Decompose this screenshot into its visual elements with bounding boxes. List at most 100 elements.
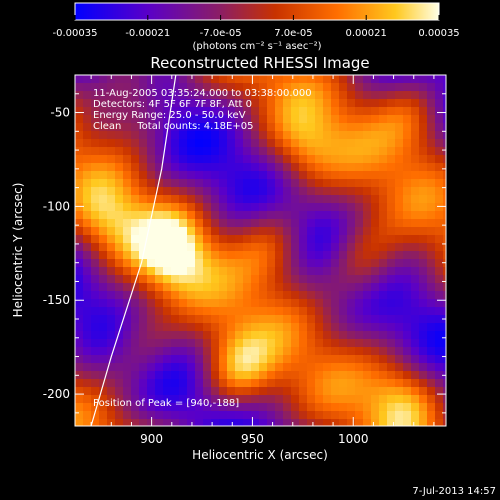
heatmap-cell xyxy=(243,371,252,380)
heatmap-cell xyxy=(235,355,244,364)
heatmap-cell xyxy=(219,387,228,396)
heatmap-cell xyxy=(275,275,284,284)
heatmap-cell xyxy=(115,107,124,116)
heatmap-cell xyxy=(227,331,236,340)
heatmap-cell xyxy=(435,227,444,236)
heatmap-cell xyxy=(355,219,364,228)
heatmap-cell xyxy=(203,379,212,388)
heatmap-cell xyxy=(291,187,300,196)
heatmap-cell xyxy=(331,99,340,108)
heatmap-cell xyxy=(371,91,380,100)
heatmap-cell xyxy=(427,355,436,364)
heatmap-cell xyxy=(107,99,116,108)
heatmap-cell xyxy=(187,299,196,308)
heatmap-cell xyxy=(179,171,188,180)
heatmap-cell xyxy=(91,307,100,316)
heatmap-cell xyxy=(187,251,196,260)
heatmap-cell xyxy=(371,99,380,108)
heatmap-cell xyxy=(307,131,316,140)
heatmap-cell xyxy=(251,379,260,388)
heatmap-cell xyxy=(259,203,268,212)
heatmap-cell xyxy=(291,203,300,212)
heatmap-cell xyxy=(427,323,436,332)
heatmap-cell xyxy=(147,283,156,292)
heatmap-cell xyxy=(395,99,404,108)
heatmap-cell xyxy=(171,323,180,332)
heatmap-cell xyxy=(163,243,172,252)
heatmap-cell xyxy=(227,243,236,252)
heatmap-cell xyxy=(243,243,252,252)
heatmap-cell xyxy=(75,139,84,148)
heatmap-cell xyxy=(427,203,436,212)
heatmap-cell xyxy=(419,131,428,140)
heatmap-cell xyxy=(299,419,308,426)
heatmap-cell xyxy=(387,371,396,380)
heatmap-cell xyxy=(411,267,420,276)
heatmap-cell xyxy=(235,115,244,124)
heatmap-cell xyxy=(419,219,428,228)
heatmap-cell xyxy=(219,155,228,164)
heatmap-cell xyxy=(299,75,308,84)
heatmap-cell xyxy=(107,347,116,356)
heatmap-cell xyxy=(235,379,244,388)
heatmap-cell xyxy=(187,347,196,356)
heatmap-cell xyxy=(427,275,436,284)
heatmap-cell xyxy=(363,259,372,268)
heatmap-cell xyxy=(419,371,428,380)
heatmap-cell xyxy=(203,107,212,116)
heatmap-cell xyxy=(283,267,292,276)
heatmap-cell xyxy=(251,131,260,140)
heatmap-cell xyxy=(427,331,436,340)
heatmap-cell xyxy=(323,155,332,164)
heatmap-cell xyxy=(419,171,428,180)
heatmap-cell xyxy=(163,107,172,116)
heatmap-cell xyxy=(171,363,180,372)
heatmap-cell xyxy=(435,243,444,252)
heatmap-cell xyxy=(347,211,356,220)
heatmap-cell xyxy=(435,267,444,276)
heatmap-cell xyxy=(363,355,372,364)
heatmap-cell xyxy=(355,387,364,396)
heatmap-cell xyxy=(235,219,244,228)
heatmap-cell xyxy=(75,179,84,188)
heatmap-cell xyxy=(275,251,284,260)
heatmap-cell xyxy=(219,99,228,108)
heatmap-cell xyxy=(107,315,116,324)
heatmap-cell xyxy=(331,299,340,308)
heatmap-cell xyxy=(195,123,204,132)
heatmap-cell xyxy=(195,267,204,276)
heatmap-cell xyxy=(99,171,108,180)
heatmap-cell xyxy=(419,299,428,308)
heatmap-cell xyxy=(331,107,340,116)
heatmap-cell xyxy=(379,219,388,228)
heatmap-cell xyxy=(179,331,188,340)
heatmap-cell xyxy=(179,131,188,140)
heatmap-cell xyxy=(379,379,388,388)
heatmap-cell xyxy=(419,75,428,84)
heatmap-cell xyxy=(307,331,316,340)
heatmap-cell xyxy=(387,123,396,132)
heatmap-cell xyxy=(123,163,132,172)
heatmap-cell xyxy=(123,339,132,348)
annotations: 11-Aug-2005 03:35:24.000 to 03:38:00.000… xyxy=(93,88,312,409)
heatmap-cell xyxy=(307,283,316,292)
heatmap-cell xyxy=(387,147,396,156)
heatmap-cell xyxy=(251,171,260,180)
heatmap-cell xyxy=(403,323,412,332)
heatmap-cell xyxy=(123,275,132,284)
heatmap-cell xyxy=(411,411,420,420)
heatmap-cell xyxy=(107,243,116,252)
heatmap-cell xyxy=(363,363,372,372)
heatmap-cell xyxy=(363,179,372,188)
heatmap-cell xyxy=(187,371,196,380)
heatmap-cell xyxy=(211,299,220,308)
heatmap-cell xyxy=(75,283,84,292)
heatmap-cell xyxy=(267,115,276,124)
heatmap-cell xyxy=(123,235,132,244)
heatmap-cell xyxy=(91,131,100,140)
heatmap-cell xyxy=(211,315,220,324)
heatmap-cell xyxy=(123,371,132,380)
heatmap-cell xyxy=(235,347,244,356)
heatmap-cell xyxy=(395,275,404,284)
heatmap-cell xyxy=(171,419,180,426)
